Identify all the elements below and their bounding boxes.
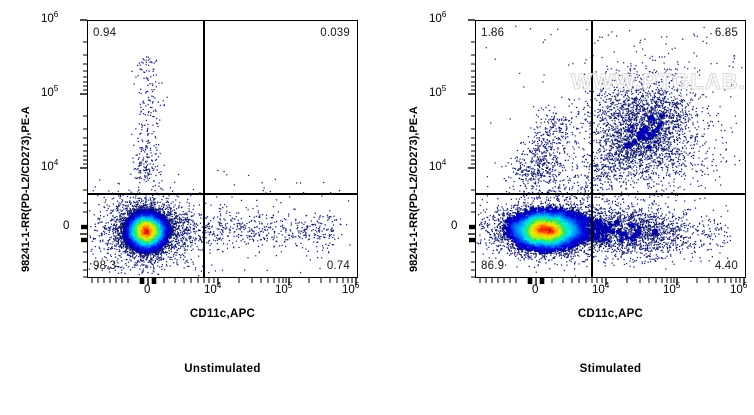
x-tick-label-1e5-left: 105 — [275, 282, 292, 296]
x-tick-label-0-left: 0 — [144, 284, 150, 296]
panel-caption-unstimulated: Unstimulated — [87, 363, 358, 375]
plot-area-unstimulated[interactable]: 0.94 0.039 98.3 0.74 — [87, 20, 358, 278]
scatter-points-unstimulated — [88, 56, 351, 277]
panel-stimulated: 98241-1-RR(PD-L2/CD273),PE-A — [377, 0, 754, 415]
x-tick-label-1e5-right: 105 — [663, 282, 680, 296]
y-tick-label-1e4-left: 104 — [41, 159, 58, 173]
panel-caption-stimulated: Stimulated — [475, 363, 746, 375]
quadrant-divider-vertical-right — [591, 21, 594, 277]
x-tick-label-1e6-right: 106 — [730, 282, 747, 296]
quadrant-value-lower-right-stim: 4.40 — [715, 260, 738, 272]
quadrant-value-upper-left-stim: 1.86 — [481, 27, 504, 39]
x-tick-label-1e4-right: 104 — [592, 282, 609, 296]
y-tick-label-1e5-left: 105 — [41, 85, 58, 99]
y-axis-label-right: 98241-1-RR(PD-L2/CD273),PE-A — [408, 106, 420, 272]
x-tick-label-1e4-left: 104 — [204, 282, 221, 296]
y-tick-label-1e6-right: 106 — [429, 11, 446, 25]
y-tick-label-0-left: 0 — [63, 220, 69, 232]
x-tick-label-1e6-left: 106 — [342, 282, 359, 296]
y-tick-label-1e5-right: 105 — [429, 85, 446, 99]
scatter-points-stimulated — [476, 25, 743, 277]
quadrant-divider-vertical-left — [203, 21, 206, 277]
quadrant-divider-horizontal-left — [88, 193, 357, 196]
quadrant-value-upper-right-unstim: 0.039 — [320, 27, 350, 39]
x-axis-label-right: CD11c,APC — [475, 308, 746, 320]
quadrant-value-upper-right-stim: 6.85 — [715, 27, 738, 39]
x-axis-label-left: CD11c,APC — [87, 308, 358, 320]
y-tick-label-1e4-right: 104 — [429, 159, 446, 173]
y-tick-label-0-right: 0 — [451, 220, 457, 232]
quadrant-value-upper-left-unstim: 0.94 — [93, 27, 116, 39]
plot-area-stimulated[interactable]: WWW.PTGLAB.COM 1.86 6.85 86.9 4.40 — [475, 20, 746, 278]
quadrant-divider-horizontal-right — [476, 193, 745, 196]
x-tick-label-0-right: 0 — [532, 284, 538, 296]
y-tick-label-1e6-left: 106 — [41, 11, 58, 25]
y-axis-label-left: 98241-1-RR(PD-L2/CD273),PE-A — [20, 106, 32, 272]
quadrant-value-lower-left-stim: 86.9 — [481, 260, 504, 272]
quadrant-value-lower-left-unstim: 98.3 — [93, 260, 116, 272]
panel-unstimulated: 98241-1-RR(PD-L2/CD273),PE-A — [20, 11, 359, 375]
quadrant-value-lower-right-unstim: 0.74 — [327, 260, 350, 272]
